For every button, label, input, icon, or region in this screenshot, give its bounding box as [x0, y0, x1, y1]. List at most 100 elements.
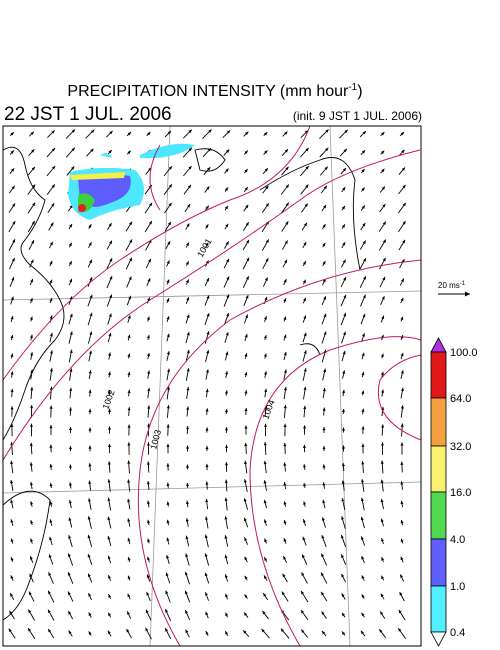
- wind-arrow-head: [166, 501, 170, 505]
- wind-arrow-head: [361, 371, 365, 376]
- wind-arrow-head: [341, 462, 345, 467]
- wind-arrow-head: [225, 168, 229, 172]
- wind-arrow-head: [68, 517, 72, 521]
- wind-arrow-head: [401, 149, 405, 154]
- wind-arrow-head: [341, 573, 345, 578]
- wind-arrow-head: [305, 184, 309, 188]
- wind-arrow-head: [168, 184, 172, 188]
- wind-arrow-head: [361, 352, 365, 357]
- init-time: (init. 9 JST 1 JUL. 2006): [293, 109, 422, 123]
- wind-arrow-head: [380, 353, 384, 358]
- map-area: 1001 1002 1003 1004: [3, 126, 421, 646]
- wind-arrow-head: [400, 519, 404, 524]
- wind-arrow-head: [285, 184, 289, 188]
- wind-arrow-head: [185, 518, 189, 522]
- wind-arrow-head: [382, 257, 386, 262]
- wind-arrow-head: [71, 129, 76, 133]
- wind-arrow-head: [89, 294, 93, 299]
- wind-arrow-head: [127, 479, 131, 483]
- wind-arrow-head: [51, 130, 55, 134]
- wind-arrow-head: [186, 482, 190, 487]
- wind-arrow-head: [185, 242, 189, 247]
- wind-arrow-head: [224, 516, 228, 520]
- wind-arrow-head: [168, 166, 172, 170]
- wind-arrow-head: [186, 406, 190, 410]
- wind-arrow-head: [8, 628, 12, 633]
- wind-arrow-head: [381, 168, 385, 173]
- wind-arrow-head: [245, 295, 249, 299]
- wind-arrow-head: [285, 221, 289, 225]
- wind-arrow-head: [285, 166, 289, 171]
- wind-arrow-head: [224, 187, 229, 191]
- wind-arrow-head: [341, 554, 344, 558]
- wind-arrow-head: [50, 222, 54, 226]
- wind-arrow-head: [322, 261, 326, 265]
- wind-arrow-head: [341, 498, 345, 502]
- wind-arrow-head: [167, 221, 171, 226]
- legend-label: 0.4: [450, 627, 465, 639]
- wind-arrow-head: [146, 442, 150, 446]
- wind-arrow-head: [88, 408, 92, 413]
- wind-arrow-head: [224, 479, 228, 483]
- wind-arrow-head: [382, 221, 386, 226]
- wind-arrow-head: [225, 241, 229, 245]
- wind-arrow-head: [264, 168, 268, 172]
- wind-arrow-head: [205, 498, 209, 503]
- wind-arrow-head: [283, 423, 287, 427]
- wind-arrow-head: [71, 166, 75, 170]
- wind-arrow-head: [400, 556, 404, 561]
- wind-arrow-head: [244, 407, 248, 412]
- wind-arrow-head: [31, 240, 35, 244]
- wind-arrow-head: [49, 483, 53, 487]
- wind-arrow-head: [303, 501, 307, 505]
- wind-arrow-head: [145, 609, 149, 614]
- wind-arrow-head: [187, 204, 191, 208]
- wind-arrow-head: [225, 371, 229, 375]
- wind-arrow-head: [226, 258, 229, 263]
- wind-arrow-head: [185, 553, 189, 557]
- wind-arrow-head: [148, 220, 152, 225]
- wind-arrow-head: [10, 593, 14, 597]
- wind-arrow-head: [10, 388, 14, 393]
- wind-arrow-head: [343, 277, 346, 281]
- wind-arrow-head: [88, 370, 92, 374]
- wind-arrow-head: [224, 390, 228, 394]
- wind-arrow-head: [325, 129, 329, 133]
- wind-arrow-head: [343, 294, 347, 299]
- wind-arrow-head: [400, 297, 404, 302]
- wind-arrow-head: [167, 241, 171, 245]
- wind-arrow-head: [127, 389, 131, 393]
- wind-arrow-head: [10, 296, 14, 301]
- wind-arrow-head: [107, 443, 111, 448]
- wind-arrow-head: [380, 518, 384, 523]
- wind-arrow-head: [206, 350, 210, 354]
- wind-arrow-head: [185, 445, 190, 449]
- wind-arrow-head: [303, 483, 307, 487]
- wind-arrow-head: [400, 423, 404, 427]
- wind-arrow-head: [107, 536, 111, 540]
- wind-arrow-head: [10, 538, 14, 542]
- wind-reference-superscript: -1: [460, 281, 466, 287]
- wind-arrow-head: [68, 242, 72, 247]
- wind-arrow-head: [165, 590, 169, 595]
- isobar: [149, 144, 161, 211]
- wind-arrow-head: [166, 298, 170, 302]
- wind-arrow-head: [204, 553, 208, 557]
- wind-arrow-head: [10, 519, 14, 523]
- legend-over-triangle: [430, 337, 447, 353]
- wind-arrow-head: [208, 129, 212, 133]
- wind-arrow-head: [146, 335, 150, 339]
- wind-arrow-head: [69, 407, 73, 411]
- wind-arrow-head: [360, 516, 364, 521]
- wind-arrow-head: [226, 149, 230, 153]
- wind-arrow-head: [147, 352, 150, 357]
- wind-arrow-head: [127, 442, 131, 446]
- wind-arrow-head: [343, 148, 347, 153]
- wind-arrow-head: [166, 463, 170, 467]
- wind-arrow-head: [11, 257, 15, 262]
- wind-arrow-head: [381, 538, 384, 542]
- wind-arrow-head: [341, 427, 345, 431]
- wind-arrow-head: [166, 351, 170, 355]
- wind-arrow-head: [304, 130, 309, 134]
- longitude-line: [329, 126, 351, 646]
